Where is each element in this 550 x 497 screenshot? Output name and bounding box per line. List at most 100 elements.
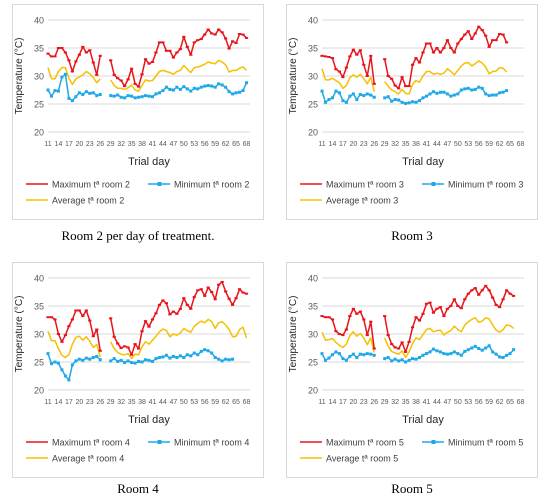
legend-label-avg: Average tª room 3 — [326, 196, 398, 206]
x-tick-label: 68 — [517, 399, 525, 406]
data-point-min — [466, 348, 470, 352]
legend-label-avg: Average tª room 2 — [52, 196, 124, 206]
x-tick-label: 65 — [232, 141, 240, 148]
x-tick-label: 62 — [496, 399, 504, 406]
x-tick-label: 53 — [464, 141, 472, 148]
series-line-min — [110, 82, 248, 99]
x-tick-label: 59 — [485, 399, 493, 406]
x-axis-label: Trial day — [128, 156, 170, 168]
x-tick-label: 47 — [443, 399, 451, 406]
data-point-min — [53, 89, 57, 93]
data-point-min — [140, 95, 144, 99]
data-point-min — [355, 356, 359, 360]
data-point-min — [480, 348, 484, 352]
series-line-avg — [321, 331, 375, 353]
data-point-min — [192, 86, 196, 90]
data-point-min — [431, 90, 435, 94]
data-point-min — [119, 95, 123, 99]
x-tick-label: 65 — [506, 141, 514, 148]
data-point-min — [442, 90, 446, 94]
data-point-min — [355, 98, 359, 102]
data-point-min — [456, 92, 460, 96]
y-tick-label: 40 — [308, 274, 318, 284]
data-point-min — [46, 88, 50, 92]
legend-marker-min — [157, 182, 162, 186]
data-point-min — [348, 354, 352, 358]
data-point-min — [109, 94, 113, 98]
data-point-min — [126, 94, 130, 98]
data-point-min — [445, 92, 449, 96]
data-point-min — [487, 94, 491, 98]
data-point-min — [383, 96, 387, 100]
data-point-min — [95, 94, 99, 98]
data-point-min — [393, 357, 397, 361]
data-point-min — [185, 353, 189, 357]
data-point-min — [428, 350, 432, 354]
data-point-min — [491, 93, 495, 97]
data-point-min — [424, 352, 428, 356]
data-point-min — [473, 344, 477, 348]
data-point-min — [245, 81, 249, 85]
y-tick-label: 30 — [308, 330, 318, 340]
data-point-min — [330, 96, 334, 100]
y-tick-label: 35 — [308, 44, 318, 54]
data-point-min — [442, 352, 446, 356]
legend-label-max: Maximum tª room 3 — [326, 180, 404, 190]
data-point-min — [386, 356, 390, 360]
legend-marker-min — [431, 440, 436, 444]
data-point-min — [130, 94, 134, 98]
data-point-min — [168, 87, 172, 91]
data-point-min — [84, 90, 88, 94]
x-tick-label: 38 — [412, 399, 420, 406]
x-tick-label: 23 — [360, 399, 368, 406]
data-point-min — [411, 357, 415, 361]
data-point-min — [154, 92, 158, 96]
data-point-min — [386, 95, 390, 99]
data-point-min — [390, 359, 394, 363]
data-point-min — [70, 363, 74, 367]
data-point-min — [456, 352, 460, 356]
x-tick-label: 62 — [222, 399, 230, 406]
x-tick-label: 23 — [86, 399, 94, 406]
data-point-min — [171, 88, 175, 92]
data-point-min — [362, 94, 366, 98]
x-tick-label: 14 — [329, 141, 337, 148]
data-point-min — [171, 354, 175, 358]
data-point-min — [320, 89, 324, 93]
data-point-min — [501, 356, 505, 360]
data-point-min — [323, 358, 327, 362]
legend-marker-min — [157, 440, 162, 444]
series-line-max — [48, 309, 101, 351]
data-point-min — [330, 353, 334, 357]
data-point-min — [196, 87, 200, 91]
data-point-min — [501, 90, 505, 94]
x-tick-label: 35 — [128, 141, 136, 148]
x-tick-label: 29 — [107, 141, 115, 148]
data-point-min — [77, 91, 81, 95]
series-line-max — [109, 28, 248, 88]
data-point-min — [407, 358, 411, 362]
data-point-min — [477, 85, 481, 89]
data-point-min — [182, 85, 186, 89]
data-point-min — [365, 352, 369, 356]
data-point-min — [185, 87, 189, 91]
chart-frame-room2 — [12, 4, 264, 220]
x-tick-label: 68 — [243, 399, 251, 406]
series-line-min — [47, 353, 101, 381]
x-tick-label: 35 — [402, 399, 410, 406]
data-point-min — [63, 374, 67, 378]
data-point-min — [227, 358, 231, 362]
data-point-min — [484, 346, 488, 350]
data-point-min — [60, 368, 64, 372]
x-tick-label: 44 — [433, 141, 441, 148]
data-point-min — [81, 358, 85, 362]
data-point-min — [334, 89, 338, 93]
x-tick-label: 53 — [464, 399, 472, 406]
x-tick-label: 68 — [243, 141, 251, 148]
y-tick-label: 40 — [308, 16, 318, 26]
x-tick-label: 26 — [96, 399, 104, 406]
x-tick-label: 23 — [86, 141, 94, 148]
data-point-min — [116, 93, 120, 97]
x-tick-label: 38 — [138, 141, 146, 148]
